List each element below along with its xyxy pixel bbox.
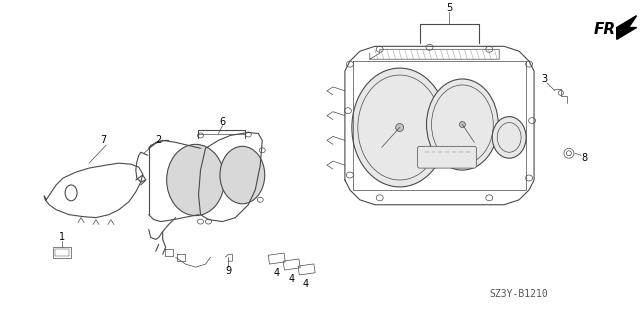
Ellipse shape	[220, 146, 265, 204]
Bar	[283, 259, 300, 270]
Text: 6: 6	[220, 116, 225, 127]
Text: FR.: FR.	[594, 22, 622, 37]
Text: 9: 9	[225, 266, 232, 276]
Ellipse shape	[426, 79, 498, 170]
Text: 5: 5	[446, 3, 452, 13]
Bar	[268, 253, 285, 264]
Text: 3: 3	[541, 74, 547, 84]
Ellipse shape	[492, 117, 526, 158]
FancyBboxPatch shape	[417, 146, 476, 168]
Bar	[298, 264, 315, 275]
Text: SZ3Y-B1210: SZ3Y-B1210	[490, 289, 548, 299]
Bar	[53, 247, 71, 258]
Text: 7: 7	[100, 135, 106, 145]
Text: 2: 2	[156, 135, 162, 145]
Ellipse shape	[460, 122, 465, 128]
Polygon shape	[617, 16, 637, 39]
Text: 4: 4	[303, 279, 309, 289]
Text: 8: 8	[582, 153, 588, 163]
Ellipse shape	[166, 144, 225, 216]
Ellipse shape	[396, 123, 404, 131]
Text: 4: 4	[273, 268, 279, 278]
Bar	[55, 249, 69, 256]
Text: 4: 4	[288, 274, 294, 284]
Text: 1: 1	[59, 233, 65, 242]
Ellipse shape	[352, 68, 447, 187]
